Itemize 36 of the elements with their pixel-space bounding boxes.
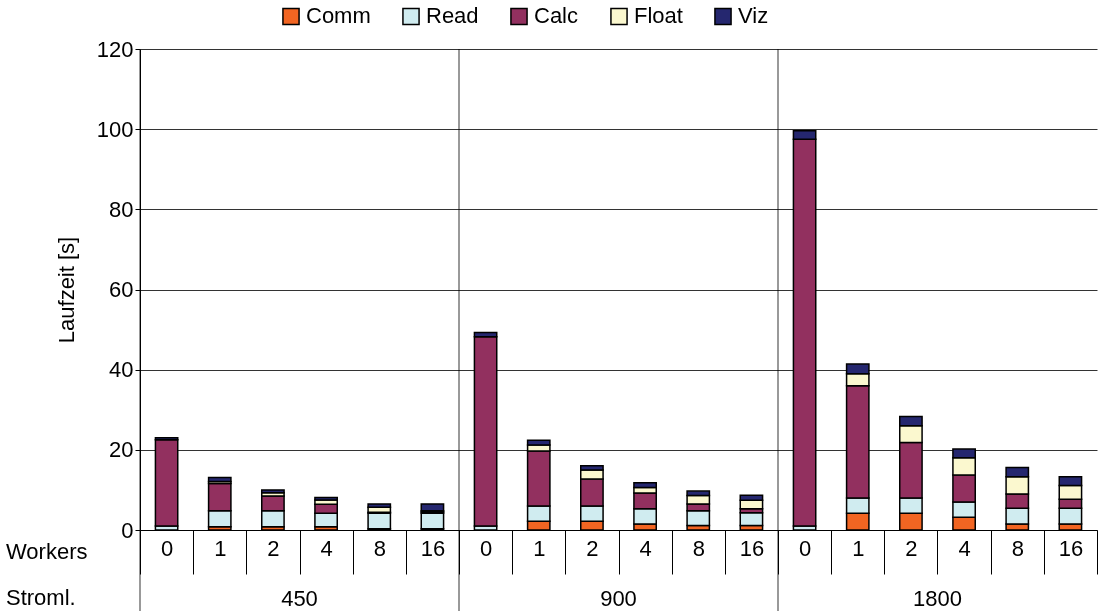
x-tick-label: 2 xyxy=(586,535,599,561)
text: 900 xyxy=(600,586,637,611)
y-tick-label: 120 xyxy=(96,36,134,62)
x-tick-label: 8 xyxy=(373,535,386,561)
x-tick-label: 16 xyxy=(420,535,446,561)
y-tick-label: 80 xyxy=(109,196,134,222)
x-tick-label: 4 xyxy=(320,535,333,561)
text: 450 xyxy=(281,586,318,611)
legend-label: Float xyxy=(634,3,683,29)
y-tick-label: 40 xyxy=(109,357,134,383)
legend-label: Viz xyxy=(738,3,769,29)
text: 1800 xyxy=(913,586,962,611)
x-tick-label: 1 xyxy=(214,535,227,561)
x-tick-label: 4 xyxy=(639,535,652,561)
x-tick-label: 16 xyxy=(1058,535,1084,561)
x-tick-label: 0 xyxy=(479,535,493,561)
x-tick-label: 4 xyxy=(958,535,971,561)
x-tick-label: 2 xyxy=(267,535,280,561)
legend-label: Comm xyxy=(306,3,371,29)
y-tick-label: 20 xyxy=(109,437,134,463)
x-tick-label: 8 xyxy=(1011,535,1024,561)
y-tick-label: 0 xyxy=(121,517,134,543)
x-tick-label: 0 xyxy=(160,535,174,561)
y-tick-label: 60 xyxy=(109,277,134,302)
text: Workers xyxy=(6,539,88,564)
x-tick-label: 1 xyxy=(852,535,865,561)
x-tick-label: 2 xyxy=(905,535,918,561)
y-axis-title: Laufzeit [s] xyxy=(53,236,79,344)
y-tick-label: 100 xyxy=(96,116,134,142)
text: Stroml. xyxy=(6,585,76,610)
x-tick-label: 0 xyxy=(798,535,812,561)
x-tick-label: 1 xyxy=(533,535,546,561)
x-tick-label: 8 xyxy=(692,535,705,561)
legend-label: Calc xyxy=(534,3,579,29)
legend-label: Read xyxy=(426,3,479,29)
x-tick-label: 16 xyxy=(739,535,765,561)
